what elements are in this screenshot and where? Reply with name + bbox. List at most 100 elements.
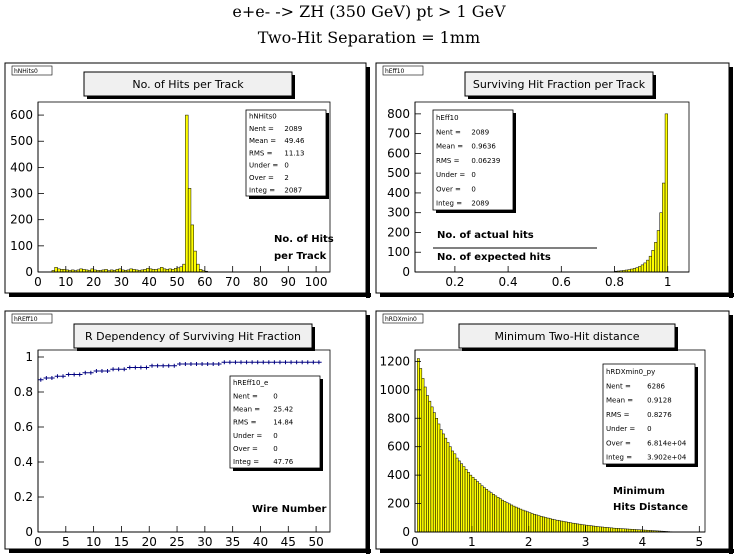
y-tick-label: 800 [387,411,410,425]
stats-label: RMS = [233,419,257,427]
stats-label: Mean = [606,397,633,405]
histogram-bin [471,477,475,533]
profile-point [232,360,239,365]
stats-value: 0 [471,171,475,179]
x-tick-label: 70 [225,275,240,289]
stats-value: 47.76 [273,458,294,466]
stats-label: Under = [249,162,278,170]
x-tick-label: 10 [58,275,73,289]
profile-point [199,362,205,366]
profile-point [182,362,189,366]
histogram-bin [517,507,520,533]
stats-box [602,363,696,465]
y-tick-label: 0 [402,525,410,539]
profile-point [143,365,150,370]
histogram-bin [492,494,495,533]
histogram-bin [580,524,584,533]
x-tick-label: 0.6 [552,275,571,289]
chart-title: Minimum Two-Hit distance [494,330,639,343]
x-tick-label: 35 [225,535,240,549]
profile-point [160,363,166,368]
profile-point [121,367,127,372]
histogram-bin [54,267,58,273]
histogram-bin [503,501,507,533]
figure-title-line2: Two-Hit Separation = 1mm [257,28,481,47]
stats-label: RMS = [249,149,273,157]
y-tick-label: 1 [25,350,33,364]
panel-min-two-hit-distance: hRDXmin0 Minimum Two-Hit distance 0 1 2 3 4 5 0 2… [375,310,734,554]
histogram-tag: hNHits0 [14,68,38,75]
histogram-bin [485,489,489,533]
stats-value: 49.46 [284,137,305,145]
profile-point [316,360,322,365]
y-tick-label: 700 [387,127,410,141]
x-tick-label: 3 [582,535,590,549]
profile-point [60,374,66,379]
histogram-bin [174,268,178,273]
histogram-tag: hRDXmin0 [385,316,417,323]
chart-title-box [464,71,654,97]
histogram-bin [451,450,454,533]
histogram-bin [596,526,600,533]
y-tick-label: 200 [387,225,410,239]
y-tick-label: 0 [25,525,33,539]
panel-shadow-right [729,315,733,554]
stats-value: 3.902e+04 [647,454,687,462]
stats-label: Over = [606,439,631,447]
histogram-bin [656,230,660,273]
histogram-bin [612,527,616,533]
histogram-bin [498,498,502,533]
histogram-bin [553,519,557,533]
histogram-bin [179,266,183,273]
profile-point [171,363,178,368]
chart-annotation: No. of actual hits [437,230,534,241]
histogram-bin [182,263,186,273]
histogram-bin [448,446,452,533]
panel-shadow-right [366,315,370,554]
histogram-tag-box [382,313,424,324]
profile-point [76,372,83,377]
stats-value: 25.42 [273,405,293,413]
stats-label: hNHits0 [249,113,277,121]
x-tick-label: 20 [142,535,157,549]
profile-point [154,363,161,368]
x-tick-label: 4 [639,535,647,549]
histogram-bin [455,457,459,533]
histogram-bin [437,423,441,533]
profile-point [188,362,194,366]
histogram-bin [635,267,639,273]
y-tick-label: 0.6 [14,420,33,434]
x-tick-label: 90 [281,275,296,289]
histogram-bin [562,521,566,533]
y-tick-label: 1000 [379,383,410,397]
figure-title-line1: e+e- -> ZH (350 GeV) pt > 1 GeV [232,2,506,21]
histogram-bin [460,463,464,533]
profile-point [266,360,272,365]
x-tick-label: 0 [411,535,419,549]
y-tick-label: 1200 [379,354,410,368]
x-tick-label: 0.2 [445,275,464,289]
y-tick-label: 0 [25,265,33,279]
profile-point [227,360,233,365]
profile-point [260,360,267,365]
histogram-bin [651,250,655,273]
x-tick-label: 45 [281,535,296,549]
histogram-bin [605,527,609,533]
histogram-bin [601,526,605,533]
profile-point [71,372,77,377]
stats-label: Under = [606,425,635,433]
histogram-tag: hEff10 [385,68,405,75]
histogram-bin [514,506,518,533]
x-tick-label: 2 [525,535,533,549]
histogram-bin [548,518,552,533]
histogram-bin [564,521,568,533]
x-tick-label: 40 [142,275,157,289]
x-tick-label: 1 [664,275,672,289]
panel-shadow-bottom [9,293,371,297]
histogram-bin [519,508,523,533]
profile-point [93,369,100,373]
chart-title: No. of Hits per Track [132,78,244,91]
histogram-bin [489,492,493,533]
x-tick-label: 0 [34,275,42,289]
chart-annotation: Wire Number [252,504,327,515]
